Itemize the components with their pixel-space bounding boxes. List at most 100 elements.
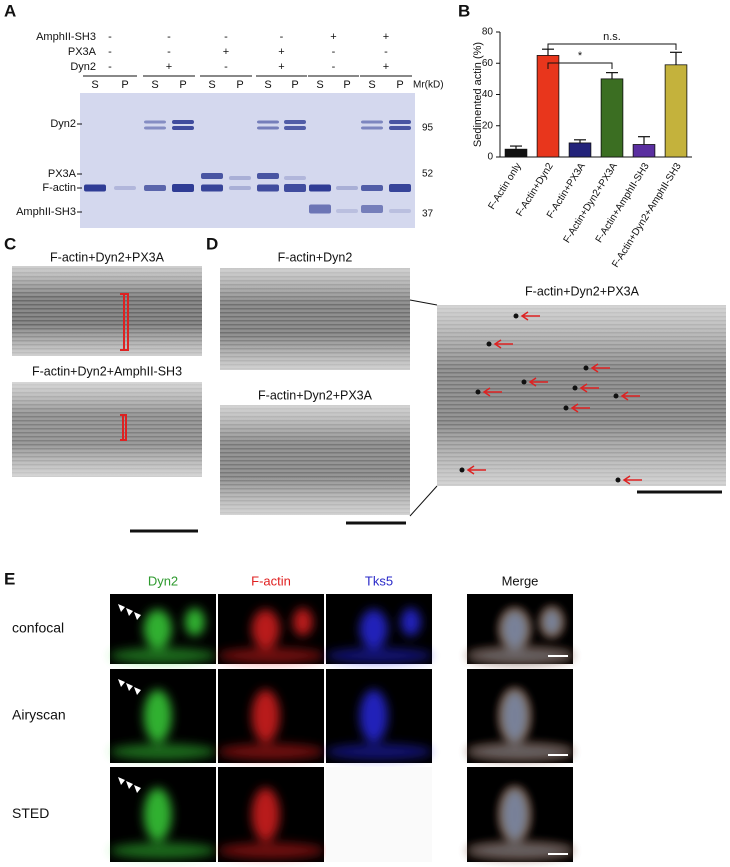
em-title: F-actin+Dyn2+PX3A bbox=[258, 388, 373, 402]
gel-band bbox=[144, 185, 166, 191]
signal-blob bbox=[143, 787, 172, 842]
gel-band bbox=[257, 126, 279, 130]
red-arrow bbox=[528, 377, 548, 387]
gel-band bbox=[114, 186, 136, 190]
signal bbox=[110, 608, 216, 664]
gel-band bbox=[229, 176, 251, 180]
gel-band bbox=[172, 120, 194, 124]
condition-label: PX3A bbox=[68, 46, 97, 58]
gold-particle bbox=[475, 389, 481, 395]
condition-sign: - bbox=[224, 31, 228, 43]
band-label: AmphII-SH3 bbox=[16, 206, 76, 218]
red-arrow bbox=[466, 465, 486, 475]
em-tone bbox=[12, 382, 202, 477]
gel-band bbox=[284, 126, 306, 130]
condition-sign: + bbox=[223, 46, 229, 58]
lane-label: S bbox=[264, 79, 271, 91]
mode-label: confocal bbox=[12, 620, 64, 636]
condition-sign: + bbox=[278, 46, 284, 58]
channel-label: F-actin bbox=[251, 573, 291, 588]
condition-sign: - bbox=[332, 61, 336, 73]
panel-label: B bbox=[458, 1, 470, 20]
bar bbox=[632, 144, 656, 158]
signal-blob bbox=[143, 609, 172, 649]
significance-label: n.s. bbox=[603, 31, 621, 43]
gel-band bbox=[144, 126, 166, 130]
signal-blob bbox=[326, 743, 432, 760]
gold-particle bbox=[513, 313, 519, 319]
mr-label: Mr(kD) bbox=[413, 80, 444, 91]
bar bbox=[536, 55, 560, 158]
em-shade bbox=[12, 382, 202, 477]
gold-particle bbox=[459, 467, 465, 473]
significance-bracket bbox=[547, 43, 677, 50]
condition-label: Dyn2 bbox=[70, 61, 96, 73]
red-arrow bbox=[620, 391, 640, 401]
em-tone bbox=[220, 405, 410, 515]
signal-blob bbox=[218, 743, 324, 760]
signal bbox=[326, 689, 432, 760]
gel-band bbox=[257, 120, 279, 124]
condition-sign: - bbox=[108, 61, 112, 73]
signal-blob bbox=[110, 647, 216, 664]
lane-label: P bbox=[179, 79, 186, 91]
signal bbox=[326, 608, 432, 664]
signal-blob bbox=[143, 689, 172, 743]
arrowhead bbox=[126, 608, 133, 616]
mode-label: Airyscan bbox=[12, 707, 66, 723]
gel-band bbox=[84, 184, 106, 192]
panel-label: A bbox=[4, 1, 16, 20]
y-tick-label: 0 bbox=[487, 152, 493, 163]
gold-particle bbox=[486, 341, 492, 347]
gold-particle bbox=[563, 405, 569, 411]
gel-band bbox=[309, 184, 331, 192]
signal bbox=[110, 689, 216, 760]
gel-band bbox=[309, 204, 331, 214]
gel-band bbox=[336, 209, 358, 213]
gold-particle bbox=[583, 365, 589, 371]
lane-label: S bbox=[208, 79, 215, 91]
panel-label: D bbox=[206, 234, 218, 253]
signal-blob bbox=[326, 647, 432, 664]
signal bbox=[218, 787, 324, 859]
gel-band bbox=[229, 186, 251, 190]
condition-sign: + bbox=[278, 61, 284, 73]
arrowhead bbox=[126, 781, 133, 789]
condition-sign: + bbox=[330, 31, 336, 43]
lane-label: S bbox=[151, 79, 158, 91]
signal bbox=[218, 608, 324, 664]
condition-sign: - bbox=[332, 46, 336, 58]
condition-sign: - bbox=[167, 31, 171, 43]
gold-particle bbox=[521, 379, 527, 385]
condition-sign: - bbox=[384, 46, 388, 58]
channel-label: Merge bbox=[502, 573, 539, 588]
gel-band bbox=[257, 184, 279, 192]
gel-band bbox=[389, 184, 411, 192]
significance-label: * bbox=[578, 50, 583, 62]
arrowhead bbox=[118, 777, 125, 785]
band-label: Dyn2 bbox=[50, 118, 76, 130]
zoom-line bbox=[409, 485, 438, 517]
signal-blob bbox=[359, 689, 388, 743]
red-arrow bbox=[579, 383, 599, 393]
signal-blob bbox=[110, 743, 216, 760]
red-arrow bbox=[622, 475, 642, 485]
signal-blob bbox=[110, 842, 216, 859]
signal-blob bbox=[467, 842, 573, 859]
gel-band bbox=[336, 186, 358, 190]
arrowhead bbox=[134, 612, 141, 620]
gel-band bbox=[389, 126, 411, 130]
bar bbox=[664, 64, 688, 158]
gel-band bbox=[201, 184, 223, 192]
signal-blob bbox=[541, 608, 562, 636]
signal-blob bbox=[251, 689, 280, 743]
signal-blob bbox=[500, 787, 529, 842]
panel-label: E bbox=[4, 569, 15, 588]
gel-band bbox=[284, 120, 306, 124]
arrowhead bbox=[134, 687, 141, 695]
signal bbox=[467, 787, 573, 859]
signal-blob bbox=[184, 608, 205, 636]
signal-blob bbox=[400, 608, 421, 636]
channel-label: Tks5 bbox=[365, 573, 393, 588]
